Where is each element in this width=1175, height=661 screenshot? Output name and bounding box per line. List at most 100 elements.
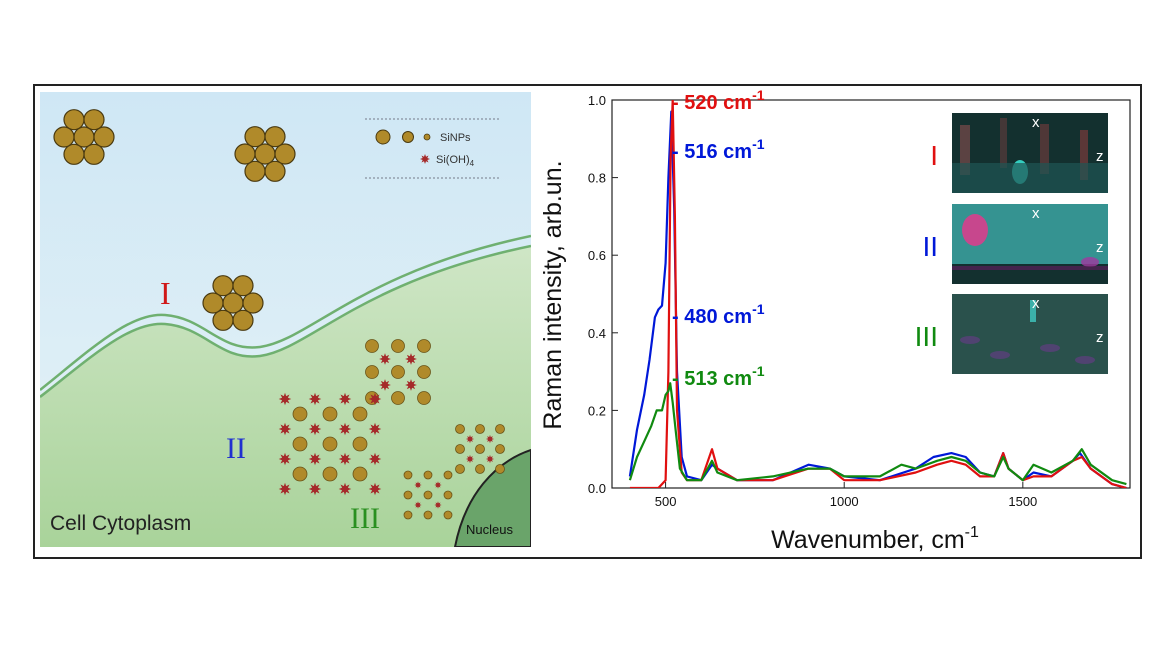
y-tick-label: 0.4	[588, 326, 606, 341]
nanoparticle	[274, 143, 296, 165]
silicic-acid-molecule	[368, 452, 382, 466]
nanoparticle	[475, 444, 485, 454]
cell-membrane-outer	[40, 234, 531, 391]
nanoparticle	[222, 292, 244, 314]
silicic-acid-molecule	[338, 392, 352, 406]
nanoparticle	[83, 109, 105, 131]
nanoparticle	[391, 365, 405, 379]
inset-x-axis-label: x	[1032, 295, 1040, 312]
inset-z-axis-label: z	[1096, 329, 1104, 346]
plot-frame	[611, 99, 1131, 489]
x-tick-label: 500	[655, 494, 677, 509]
stage-III-label: III	[350, 502, 380, 535]
nanoparticle	[234, 143, 256, 165]
y-tick-label: 0.6	[588, 248, 606, 263]
inset-II: II x z	[922, 204, 1108, 284]
nanoparticle	[292, 406, 308, 422]
stage-I-label: I	[160, 275, 171, 311]
nanoparticle	[443, 470, 453, 480]
silicic-acid-molecule	[308, 392, 322, 406]
nanoparticle	[495, 444, 505, 454]
nanoparticle	[322, 436, 338, 452]
dissolving-cluster-2	[455, 424, 505, 474]
spectrum-green	[628, 382, 1127, 486]
y-tick-label: 0.2	[588, 403, 606, 418]
nanoparticle	[232, 309, 254, 331]
silicic-acid-molecule	[308, 422, 322, 436]
sinp-cluster-membrane	[202, 275, 264, 331]
nanoparticle	[475, 424, 485, 434]
nanoparticle	[264, 126, 286, 148]
dissolving-cluster-II	[278, 392, 382, 496]
nanoparticle	[83, 143, 105, 165]
inset-roman-label: I	[930, 140, 938, 171]
nanoparticle	[212, 275, 234, 297]
y-tick-label: 0.0	[588, 481, 606, 496]
peak-annotation: - 513 cm-1	[672, 363, 765, 390]
y-tick-label: 1.0	[588, 93, 606, 108]
silicic-acid-molecule	[434, 481, 442, 489]
nanoparticle	[423, 510, 433, 520]
nanoparticle	[495, 424, 505, 434]
nanoparticle	[352, 406, 368, 422]
peak-annotation: - 480 cm-1	[672, 301, 765, 328]
nanoparticle	[53, 126, 75, 148]
peak-annotation: - 516 cm-1	[672, 136, 765, 163]
nanoparticle	[365, 339, 379, 353]
nanoparticle	[254, 143, 276, 165]
silicic-acid-molecule	[414, 481, 422, 489]
silicic-acid-molecule	[368, 482, 382, 496]
silicic-acid-molecule	[308, 482, 322, 496]
nanoparticle	[322, 406, 338, 422]
nanoparticle	[403, 490, 413, 500]
silicic-acid-molecule	[278, 482, 292, 496]
nanoparticle	[244, 126, 266, 148]
schematic-panel: SiNPs Si(OH)4 I II III Cell Cytoplasm Nu…	[40, 92, 531, 547]
silicic-acid-molecule	[420, 154, 430, 164]
silicic-acid-molecule	[485, 434, 495, 444]
y-tick-label: 0.8	[588, 171, 606, 186]
silicic-acid-molecule	[379, 353, 391, 365]
nanoparticle	[264, 160, 286, 182]
nanoparticle	[403, 470, 413, 480]
nanoparticle	[417, 365, 431, 379]
nanoparticle	[423, 490, 433, 500]
nanoparticle	[244, 160, 266, 182]
silicic-acid-molecule	[434, 501, 442, 509]
cytoplasm-label: Cell Cytoplasm	[50, 512, 191, 535]
y-axis-label: Raman intensity, arb.un.	[539, 160, 567, 429]
spectrum-red	[629, 100, 1127, 488]
legend-sioh4-icon	[420, 154, 430, 164]
nanoparticle	[403, 510, 413, 520]
legend-sioh4-label: Si(OH)4	[436, 154, 475, 168]
nanoparticle	[495, 464, 505, 474]
nanoparticle	[73, 126, 95, 148]
inset-z-axis-label: z	[1096, 239, 1104, 256]
nanoparticle	[443, 490, 453, 500]
nanoparticle	[391, 339, 405, 353]
nanoparticle	[391, 391, 405, 405]
nanoparticle	[292, 436, 308, 452]
sinp-cluster-extracellular-2	[234, 126, 296, 182]
x-tick-label: 1500	[1008, 494, 1037, 509]
silicic-acid-molecule	[465, 434, 475, 444]
dissolving-cluster-III	[403, 470, 453, 520]
nanoparticle	[423, 470, 433, 480]
inset-z-axis-label: z	[1096, 148, 1104, 165]
inset-roman-label: III	[915, 321, 938, 352]
nanoparticle	[63, 143, 85, 165]
silicic-acid-molecule	[368, 422, 382, 436]
silicic-acid-molecule	[338, 452, 352, 466]
silicic-acid-molecule	[338, 422, 352, 436]
silicic-acid-molecule	[338, 482, 352, 496]
nanoparticle	[365, 365, 379, 379]
silicic-acid-molecule	[379, 379, 391, 391]
nucleus-label: Nucleus	[466, 522, 513, 537]
silicic-acid-molecule	[278, 452, 292, 466]
legend-large-np-icon	[375, 129, 391, 145]
peak-annotation: - 520 cm-1	[672, 87, 765, 114]
nanoparticle	[455, 444, 465, 454]
nanoparticle	[352, 466, 368, 482]
nanoparticle	[202, 292, 224, 314]
